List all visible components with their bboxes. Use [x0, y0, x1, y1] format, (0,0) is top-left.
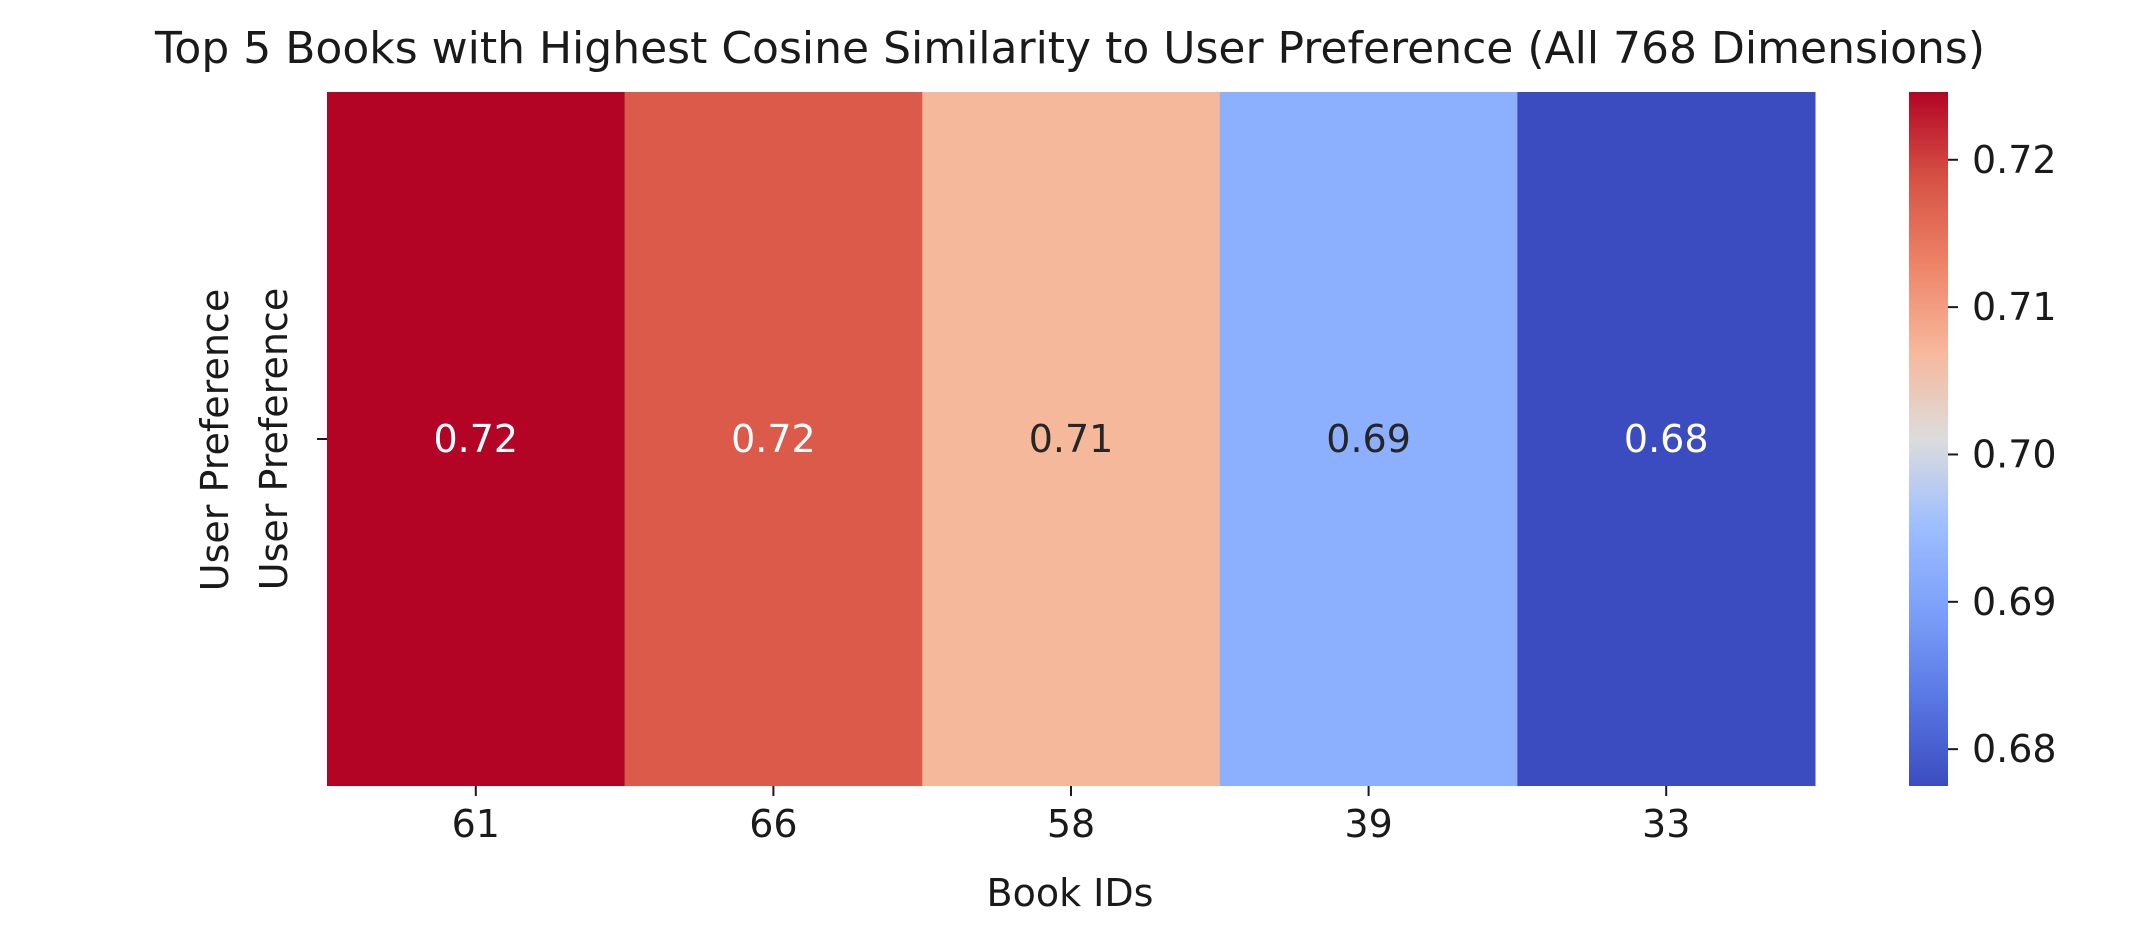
y-axis-ticks: User Preference — [252, 288, 327, 590]
chart-title: Top 5 Books with Highest Cosine Similari… — [154, 23, 1985, 74]
cell-annotation: 0.72 — [433, 417, 518, 461]
y-axis-label: User Preference — [193, 289, 237, 591]
heatmap-cell — [1517, 92, 1816, 786]
colorbar-tick-label: 0.70 — [1972, 432, 2057, 476]
colorbar-ticks: 0.68 0.69 0.70 0.71 0.72 — [1948, 138, 2057, 771]
cell-annotation: 0.68 — [1624, 417, 1709, 461]
x-tick-label: 61 — [452, 802, 500, 846]
colorbar-tick-label: 0.71 — [1972, 285, 2057, 329]
heatmap-cell — [624, 92, 923, 786]
y-tick-label: User Preference — [252, 288, 296, 590]
cell-annotation: 0.71 — [1029, 417, 1114, 461]
x-axis-ticks: 61 66 58 39 33 — [452, 786, 1690, 846]
x-axis-label: Book IDs — [987, 871, 1154, 915]
heatmap-cells — [327, 92, 1816, 786]
cell-annotation: 0.69 — [1326, 417, 1411, 461]
x-tick-label: 58 — [1047, 802, 1095, 846]
colorbar-tick-label: 0.68 — [1972, 727, 2057, 771]
heatmap-cell — [1219, 92, 1518, 786]
colorbar-tick-label: 0.69 — [1972, 580, 2057, 624]
x-tick-label: 39 — [1344, 802, 1392, 846]
cell-annotation: 0.72 — [731, 417, 816, 461]
x-tick-label: 66 — [749, 802, 797, 846]
heatmap-cell — [327, 92, 626, 786]
cell-annotations: 0.72 0.72 0.71 0.69 0.68 — [433, 417, 1708, 461]
heatmap-cell — [922, 92, 1221, 786]
colorbar-tick-label: 0.72 — [1972, 138, 2057, 182]
colorbar — [1909, 92, 1948, 786]
x-tick-label: 33 — [1642, 802, 1690, 846]
